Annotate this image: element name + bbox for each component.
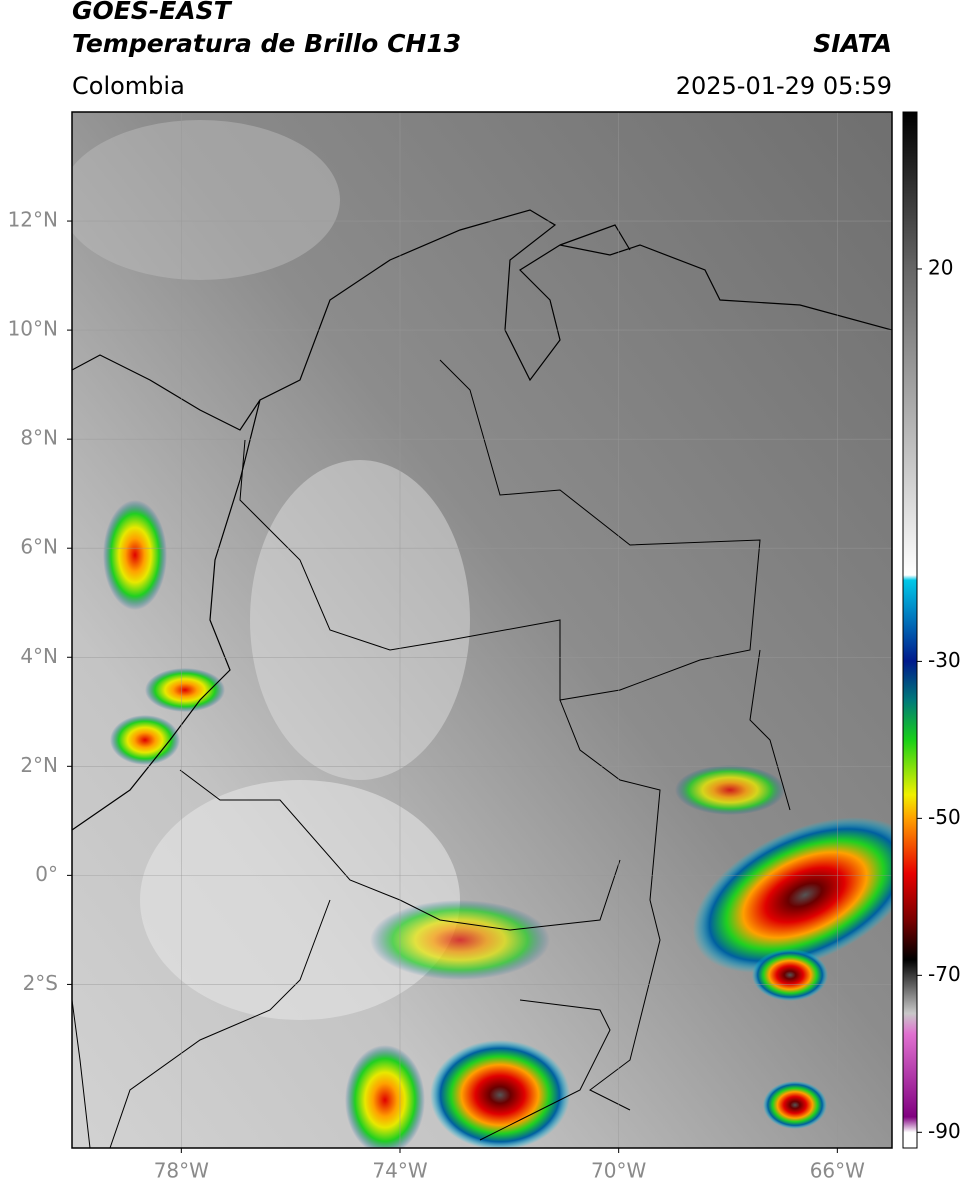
x-tick-label: 78°W (154, 1159, 209, 1183)
source: SIATA (813, 29, 892, 58)
y-tick-label: 10°N (8, 317, 58, 341)
y-tick-label: 2°S (23, 971, 58, 995)
region: Colombia (72, 72, 185, 100)
colorbar-tick-label: -30 (928, 648, 961, 672)
x-tick-label: 70°W (591, 1159, 646, 1183)
y-tick-label: 4°N (20, 644, 58, 668)
colorbar-tick-label: -70 (928, 962, 961, 986)
grid (72, 112, 892, 1148)
x-tick-label: 66°W (810, 1159, 865, 1183)
colorbar (902, 111, 918, 1149)
colorbar-tick-label: 20 (928, 255, 953, 279)
y-tick-label: 2°N (20, 753, 58, 777)
colorbar-tick-label: -50 (928, 805, 961, 829)
y-tick-label: 8°N (20, 426, 58, 450)
map-frame (71, 111, 893, 1149)
y-tick-label: 12°N (8, 208, 58, 232)
colorbar-tick-label: -90 (928, 1119, 961, 1143)
title: GOES-EAST (72, 0, 233, 25)
y-tick-label: 0° (35, 862, 58, 886)
x-tick-label: 74°W (372, 1159, 427, 1183)
datetime: 2025-01-29 05:59 (676, 72, 892, 100)
subtitle: Temperatura de Brillo CH13 (72, 29, 461, 58)
y-tick-label: 6°N (20, 535, 58, 559)
map-imagery (72, 112, 892, 1148)
